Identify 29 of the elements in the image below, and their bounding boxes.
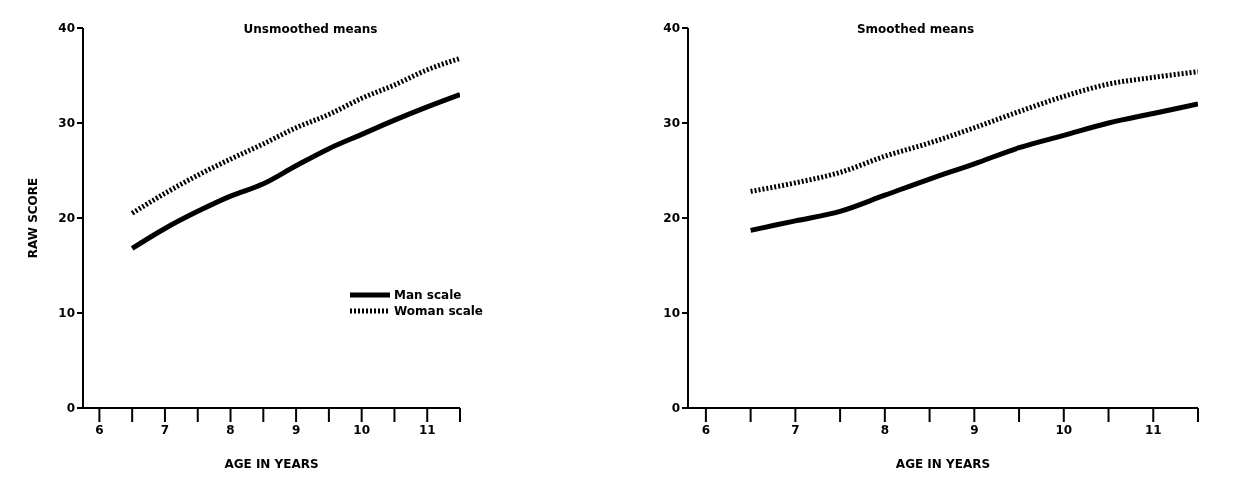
y-tick-label: 0 [671, 401, 680, 416]
y-axis-title: RAW SCORE [26, 177, 41, 259]
x-tick-label: 11 [418, 423, 436, 437]
x-tick-label: 7 [791, 423, 800, 437]
y-tick-label: 40 [58, 21, 75, 36]
y-tick-label: 10 [663, 306, 680, 321]
x-tick-label: 6 [701, 423, 711, 437]
x-tick-label: 11 [1144, 423, 1162, 437]
x-tick-label: 10 [353, 423, 371, 437]
x-tick-label: 6 [95, 423, 104, 437]
x-axis-title: AGE IN YEARS [895, 457, 991, 471]
x-tick-label: 8 [880, 423, 890, 437]
y-tick-label: 20 [663, 211, 680, 226]
x-axis-title: AGE IN YEARS [224, 457, 319, 471]
x-tick-label: 10 [1055, 423, 1073, 437]
legend-label: Woman scale [394, 304, 483, 318]
y-tick-label: 30 [663, 116, 680, 131]
chart-title: Unsmoothed means [243, 22, 378, 36]
y-tick-label: 10 [58, 306, 75, 321]
x-tick-label: 8 [226, 423, 235, 437]
y-tick-label: 30 [58, 116, 75, 131]
chart-title: Smoothed means [856, 22, 975, 36]
x-tick-label: 9 [970, 423, 979, 437]
x-tick-label: 7 [160, 423, 170, 437]
y-tick-label: 0 [66, 401, 75, 416]
x-tick-label: 9 [291, 423, 301, 437]
legend-label: Man scale [394, 288, 462, 302]
y-tick-label: 40 [663, 21, 680, 36]
y-tick-label: 20 [58, 211, 75, 226]
